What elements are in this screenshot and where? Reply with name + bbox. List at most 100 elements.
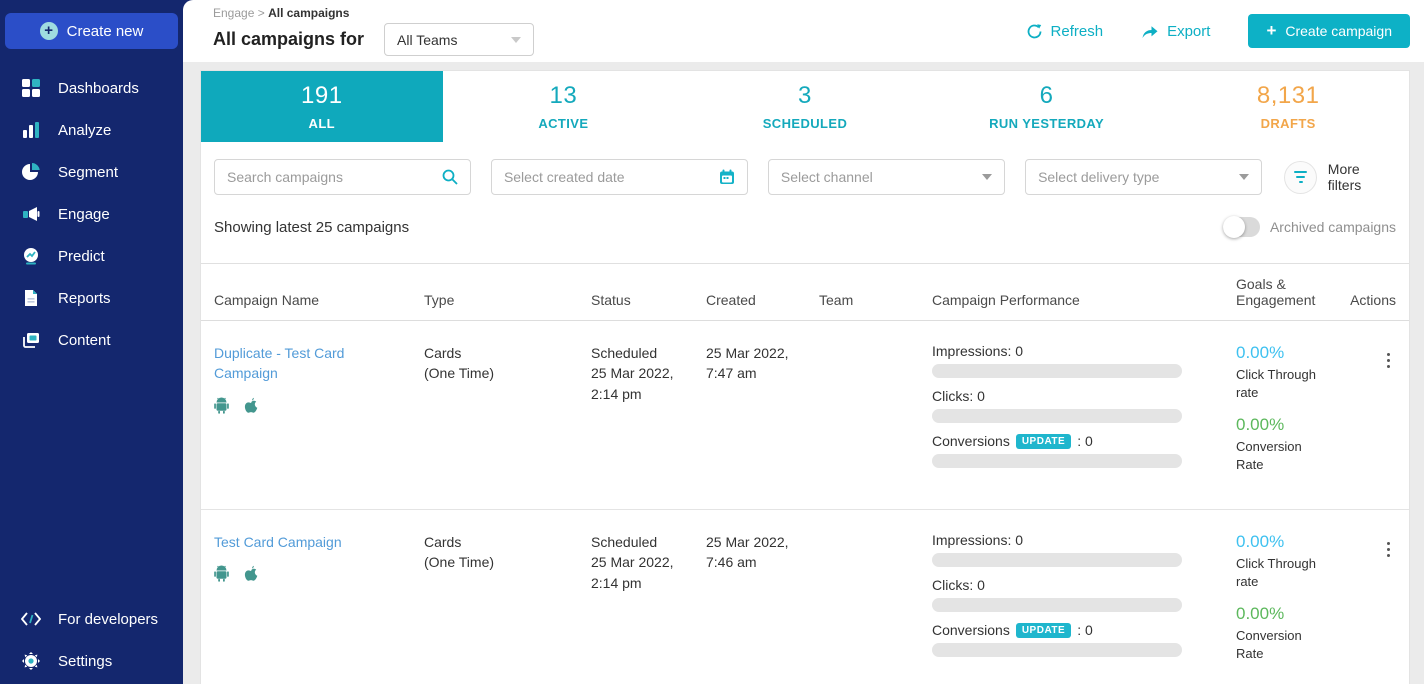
tab-count: 8,131 <box>1256 82 1320 109</box>
conversions-bar <box>932 643 1182 658</box>
platform-icons <box>214 565 410 583</box>
sidebar-item-label: Predict <box>58 247 105 265</box>
chevron-down-icon <box>1239 174 1250 180</box>
tab-label: ACTIVE <box>538 116 589 131</box>
sidebar-item-label: Content <box>58 331 111 349</box>
conversions-bar <box>932 454 1182 468</box>
refresh-button[interactable]: Refresh <box>1026 22 1104 40</box>
conversions-label: Conversions UPDATE : 0 <box>932 433 1093 449</box>
channel-placeholder: Select channel <box>780 169 873 185</box>
delivery-type-select[interactable]: Select delivery type <box>1025 159 1263 195</box>
header-left: Engage > All campaigns All campaigns for… <box>213 6 535 56</box>
team-select-dropdown[interactable]: All Teams <box>384 23 535 56</box>
engage-icon <box>21 204 41 224</box>
calendar-icon[interactable] <box>719 169 735 185</box>
goals-engagement: 0.00% Click Through rate 0.00% Conversio… <box>1236 532 1344 676</box>
reports-icon <box>21 288 41 308</box>
create-campaign-button[interactable]: + Create campaign <box>1248 14 1410 48</box>
sidebar-item-segment[interactable]: Segment <box>0 151 183 193</box>
row-actions-menu-icon[interactable] <box>1381 538 1396 561</box>
create-new-label: Create new <box>66 22 144 40</box>
campaign-type-line1: Cards <box>424 345 462 361</box>
segment-icon <box>21 162 41 182</box>
archived-toggle-label: Archived campaigns <box>1269 219 1396 235</box>
campaign-name-link[interactable]: Test Card Campaign <box>214 534 342 551</box>
sidebar-item-dashboards[interactable]: Dashboards <box>0 67 183 109</box>
impressions-label: Impressions: 0 <box>932 343 1024 359</box>
column-header-status: Status <box>591 292 631 308</box>
click-through-rate-value: 0.00% <box>1236 532 1285 552</box>
tab-drafts[interactable]: 8,131 DRAFTS <box>1167 71 1409 142</box>
apple-icon <box>244 397 259 414</box>
export-icon <box>1141 24 1159 39</box>
sidebar-item-engage[interactable]: Engage <box>0 193 183 235</box>
android-icon <box>214 565 229 583</box>
sidebar-footer: For developers Settings <box>0 598 183 682</box>
sidebar-item-for-developers[interactable]: For developers <box>0 598 183 640</box>
impressions-label: Impressions: 0 <box>932 532 1024 549</box>
breadcrumb: Engage > All campaigns <box>213 6 534 20</box>
channel-select[interactable]: Select channel <box>767 159 1006 195</box>
sidebar-item-label: Reports <box>58 289 111 307</box>
campaign-performance: Impressions: 0 Clicks: 0 Conversions UPD… <box>932 532 1236 676</box>
delivery-type-placeholder: Select delivery type <box>1038 169 1160 185</box>
list-meta-row: Showing latest 25 campaigns Archived cam… <box>201 209 1409 263</box>
tab-label: ALL <box>308 116 336 131</box>
campaign-team <box>819 532 932 676</box>
platform-icons <box>214 397 410 414</box>
row-actions-menu-icon[interactable] <box>1381 349 1396 372</box>
sidebar-item-settings[interactable]: Settings <box>0 640 183 682</box>
sidebar-item-reports[interactable]: Reports <box>0 277 183 319</box>
campaign-status-date: 25 Mar 2022, 2:14 pm <box>591 554 674 591</box>
dashboards-icon <box>21 78 41 98</box>
sidebar-item-label: Analyze <box>58 121 112 139</box>
content-icon <box>21 330 41 350</box>
goals-engagement: 0.00% Click Through rate 0.00% Conversio… <box>1236 343 1344 487</box>
more-filters-button[interactable]: More filters <box>1284 160 1396 194</box>
campaign-status-state: Scheduled <box>591 534 658 551</box>
update-badge[interactable]: UPDATE <box>1015 622 1072 638</box>
clicks-label: Clicks: 0 <box>932 388 985 404</box>
main-area: Engage > All campaigns All campaigns for… <box>183 0 1424 684</box>
campaign-created-date: 25 Mar 2022, 7:46 am <box>706 534 789 571</box>
campaign-type-line2: (One Time) <box>424 554 495 571</box>
export-label: Export <box>1167 22 1211 40</box>
column-header-type: Type <box>424 292 455 308</box>
more-filters-label: More filters <box>1327 161 1362 193</box>
sidebar-item-label: For developers <box>58 610 159 628</box>
sidebar-item-analyze[interactable]: Analyze <box>0 109 183 151</box>
update-badge[interactable]: UPDATE <box>1015 433 1072 449</box>
predict-icon <box>21 246 41 266</box>
conversion-rate-value: 0.00% <box>1236 415 1285 435</box>
impressions-bar <box>932 364 1182 378</box>
breadcrumb-current: All campaigns <box>268 6 350 20</box>
plus-icon: + <box>1266 21 1277 40</box>
sidebar-item-predict[interactable]: Predict <box>0 235 183 277</box>
code-icon <box>21 609 41 629</box>
export-button[interactable]: Export <box>1141 23 1210 40</box>
created-date-input[interactable] <box>503 169 719 185</box>
campaign-type-line2: (One Time) <box>424 365 495 382</box>
campaign-name-link[interactable]: Duplicate - Test Card Campaign <box>214 345 345 382</box>
campaigns-table: Campaign Name Type Status Created Team C… <box>201 263 1409 684</box>
refresh-label: Refresh <box>1050 22 1104 40</box>
tab-all[interactable]: 191 ALL <box>201 71 443 142</box>
tab-run-yesterday[interactable]: 6 RUN YESTERDAY <box>926 71 1168 142</box>
sidebar-item-content[interactable]: Content <box>0 319 183 361</box>
android-icon <box>214 397 229 414</box>
create-new-button[interactable]: + Create new <box>5 13 178 49</box>
tab-label: DRAFTS <box>1260 116 1316 131</box>
campaigns-card: 191 ALL 13 ACTIVE 3 SCHEDULED 6 RUN YEST… <box>200 70 1410 684</box>
search-icon[interactable] <box>442 169 458 185</box>
tab-count: 13 <box>549 82 578 109</box>
campaign-type-line1: Cards <box>424 534 462 551</box>
filters-row: Select channel Select delivery type More… <box>201 142 1409 209</box>
tab-active[interactable]: 13 ACTIVE <box>443 71 685 142</box>
tab-label: RUN YESTERDAY <box>989 116 1105 131</box>
archived-toggle[interactable] <box>1222 216 1260 238</box>
tab-count: 191 <box>301 82 343 109</box>
breadcrumb-parent[interactable]: Engage > <box>213 6 269 20</box>
tab-scheduled[interactable]: 3 SCHEDULED <box>684 71 926 142</box>
search-input[interactable] <box>227 169 442 185</box>
